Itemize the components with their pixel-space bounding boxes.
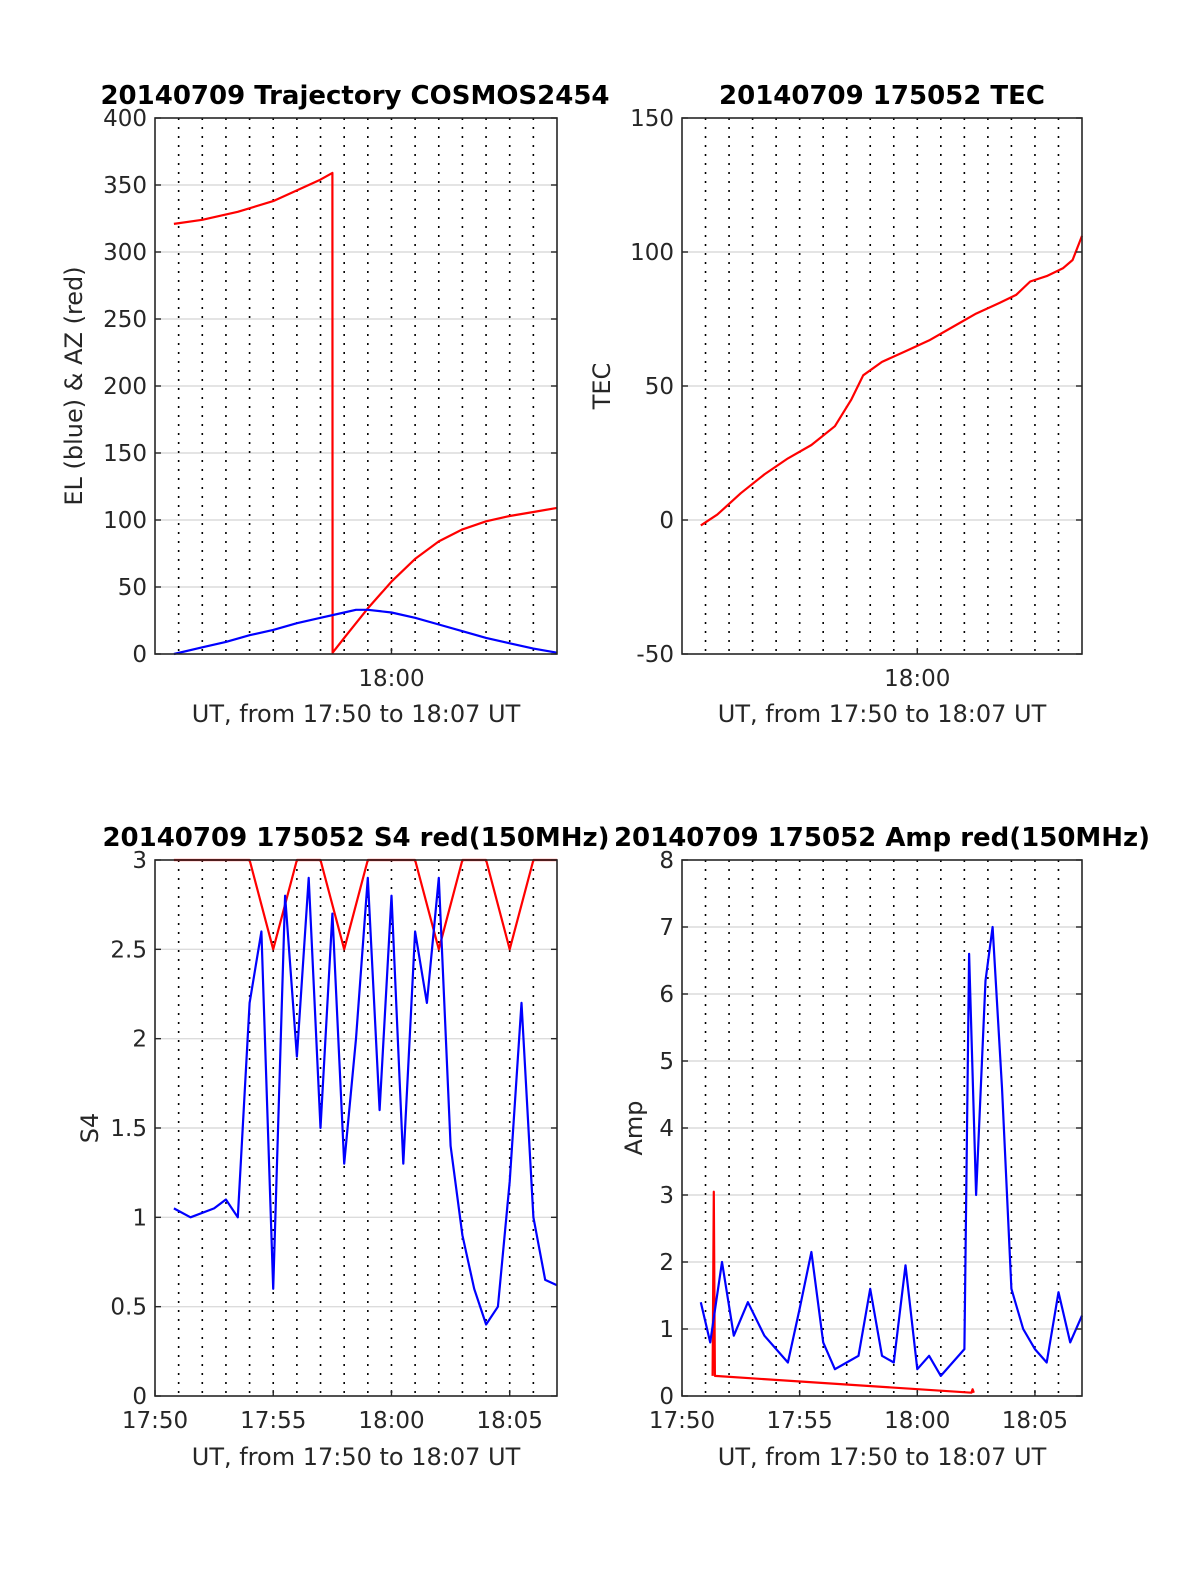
x-tick-label: 17:50 — [649, 1408, 715, 1434]
y-tick-label: 250 — [103, 307, 147, 333]
y-axis-label: EL (blue) & AZ (red) — [60, 266, 88, 505]
y-tick-label: 0.5 — [110, 1295, 147, 1321]
y-tick-label: 2 — [132, 1027, 147, 1053]
y-tick-label: 1 — [659, 1317, 674, 1343]
x-axis-label: UT, from 17:50 to 18:07 UT — [192, 1443, 521, 1471]
y-tick-label: 150 — [103, 441, 147, 467]
x-tick-label: 17:50 — [122, 1408, 188, 1434]
chart-title: 20140709 175052 TEC — [719, 81, 1045, 111]
y-tick-label: 100 — [630, 240, 674, 266]
chart-title: 20140709 Trajectory COSMOS2454 — [100, 81, 609, 111]
y-axis-label: Amp — [620, 1100, 648, 1155]
y-tick-label: 150 — [630, 106, 674, 132]
x-axis-label: UT, from 17:50 to 18:07 UT — [718, 1443, 1047, 1471]
y-tick-label: 0 — [132, 642, 147, 668]
chart-title: 20140709 175052 Amp red(150MHz) — [614, 823, 1150, 853]
red-series-line — [700, 235, 1084, 527]
y-tick-label: 0 — [659, 508, 674, 534]
tec-panel: 20140709 175052 TEC -50 0 50 100 150 18:00 UT… — [588, 81, 1084, 728]
y-tick-label: 3 — [659, 1183, 674, 1209]
y-axis-label: S4 — [76, 1113, 104, 1144]
y-tick-label: 4 — [659, 1116, 674, 1142]
x-tick-label: 18:05 — [477, 1408, 543, 1434]
y-tick-label: 0 — [659, 1384, 674, 1410]
y-tick-label: 350 — [103, 173, 147, 199]
y-tick-label: 8 — [659, 848, 674, 874]
x-tick-label: 18:00 — [884, 666, 950, 692]
s4-panel: 20140709 175052 S4 red(150MHz) 0 0.5 1 1.5 2… — [76, 823, 610, 1471]
y-tick-label: 0 — [132, 1384, 147, 1410]
y-tick-label: -50 — [636, 642, 674, 668]
x-tick-label: 17:55 — [766, 1408, 832, 1434]
red-series-line — [173, 171, 558, 654]
x-tick-label: 18:00 — [884, 1408, 950, 1434]
y-tick-label: 7 — [659, 915, 674, 941]
y-tick-label: 100 — [103, 508, 147, 534]
x-tick-label: 18:05 — [1002, 1408, 1068, 1434]
blue-series-line — [173, 876, 558, 1326]
y-tick-label: 50 — [645, 374, 674, 400]
y-tick-label: 5 — [659, 1049, 674, 1075]
y-tick-label: 1.5 — [110, 1116, 147, 1142]
red-series-line — [711, 1190, 975, 1394]
y-tick-label: 6 — [659, 982, 674, 1008]
y-axis-label: TEC — [588, 363, 616, 411]
blue-series-line — [173, 608, 558, 656]
x-tick-label: 18:00 — [358, 666, 424, 692]
x-tick-label: 17:55 — [240, 1408, 306, 1434]
y-tick-label: 3 — [132, 848, 147, 874]
y-tick-label: 200 — [103, 374, 147, 400]
y-tick-label: 300 — [103, 240, 147, 266]
blue-series-line — [699, 925, 1084, 1378]
chart-title: 20140709 175052 S4 red(150MHz) — [102, 823, 609, 853]
y-tick-label: 2.5 — [110, 937, 147, 963]
y-tick-label: 1 — [132, 1205, 147, 1231]
y-tick-label: 2 — [659, 1250, 674, 1276]
amp-panel: 20140709 175052 Amp red(150MHz) 0 1 2 3 4 5 6 7… — [614, 823, 1150, 1471]
y-tick-label: 400 — [103, 106, 147, 132]
x-tick-label: 18:00 — [358, 1408, 424, 1434]
x-axis-label: UT, from 17:50 to 18:07 UT — [718, 700, 1047, 728]
y-tick-label: 50 — [118, 575, 147, 601]
x-axis-label: UT, from 17:50 to 18:07 UT — [192, 700, 521, 728]
trajectory-panel: 20140709 Trajectory COSMOS2454 0 50 100 150… — [60, 81, 610, 728]
